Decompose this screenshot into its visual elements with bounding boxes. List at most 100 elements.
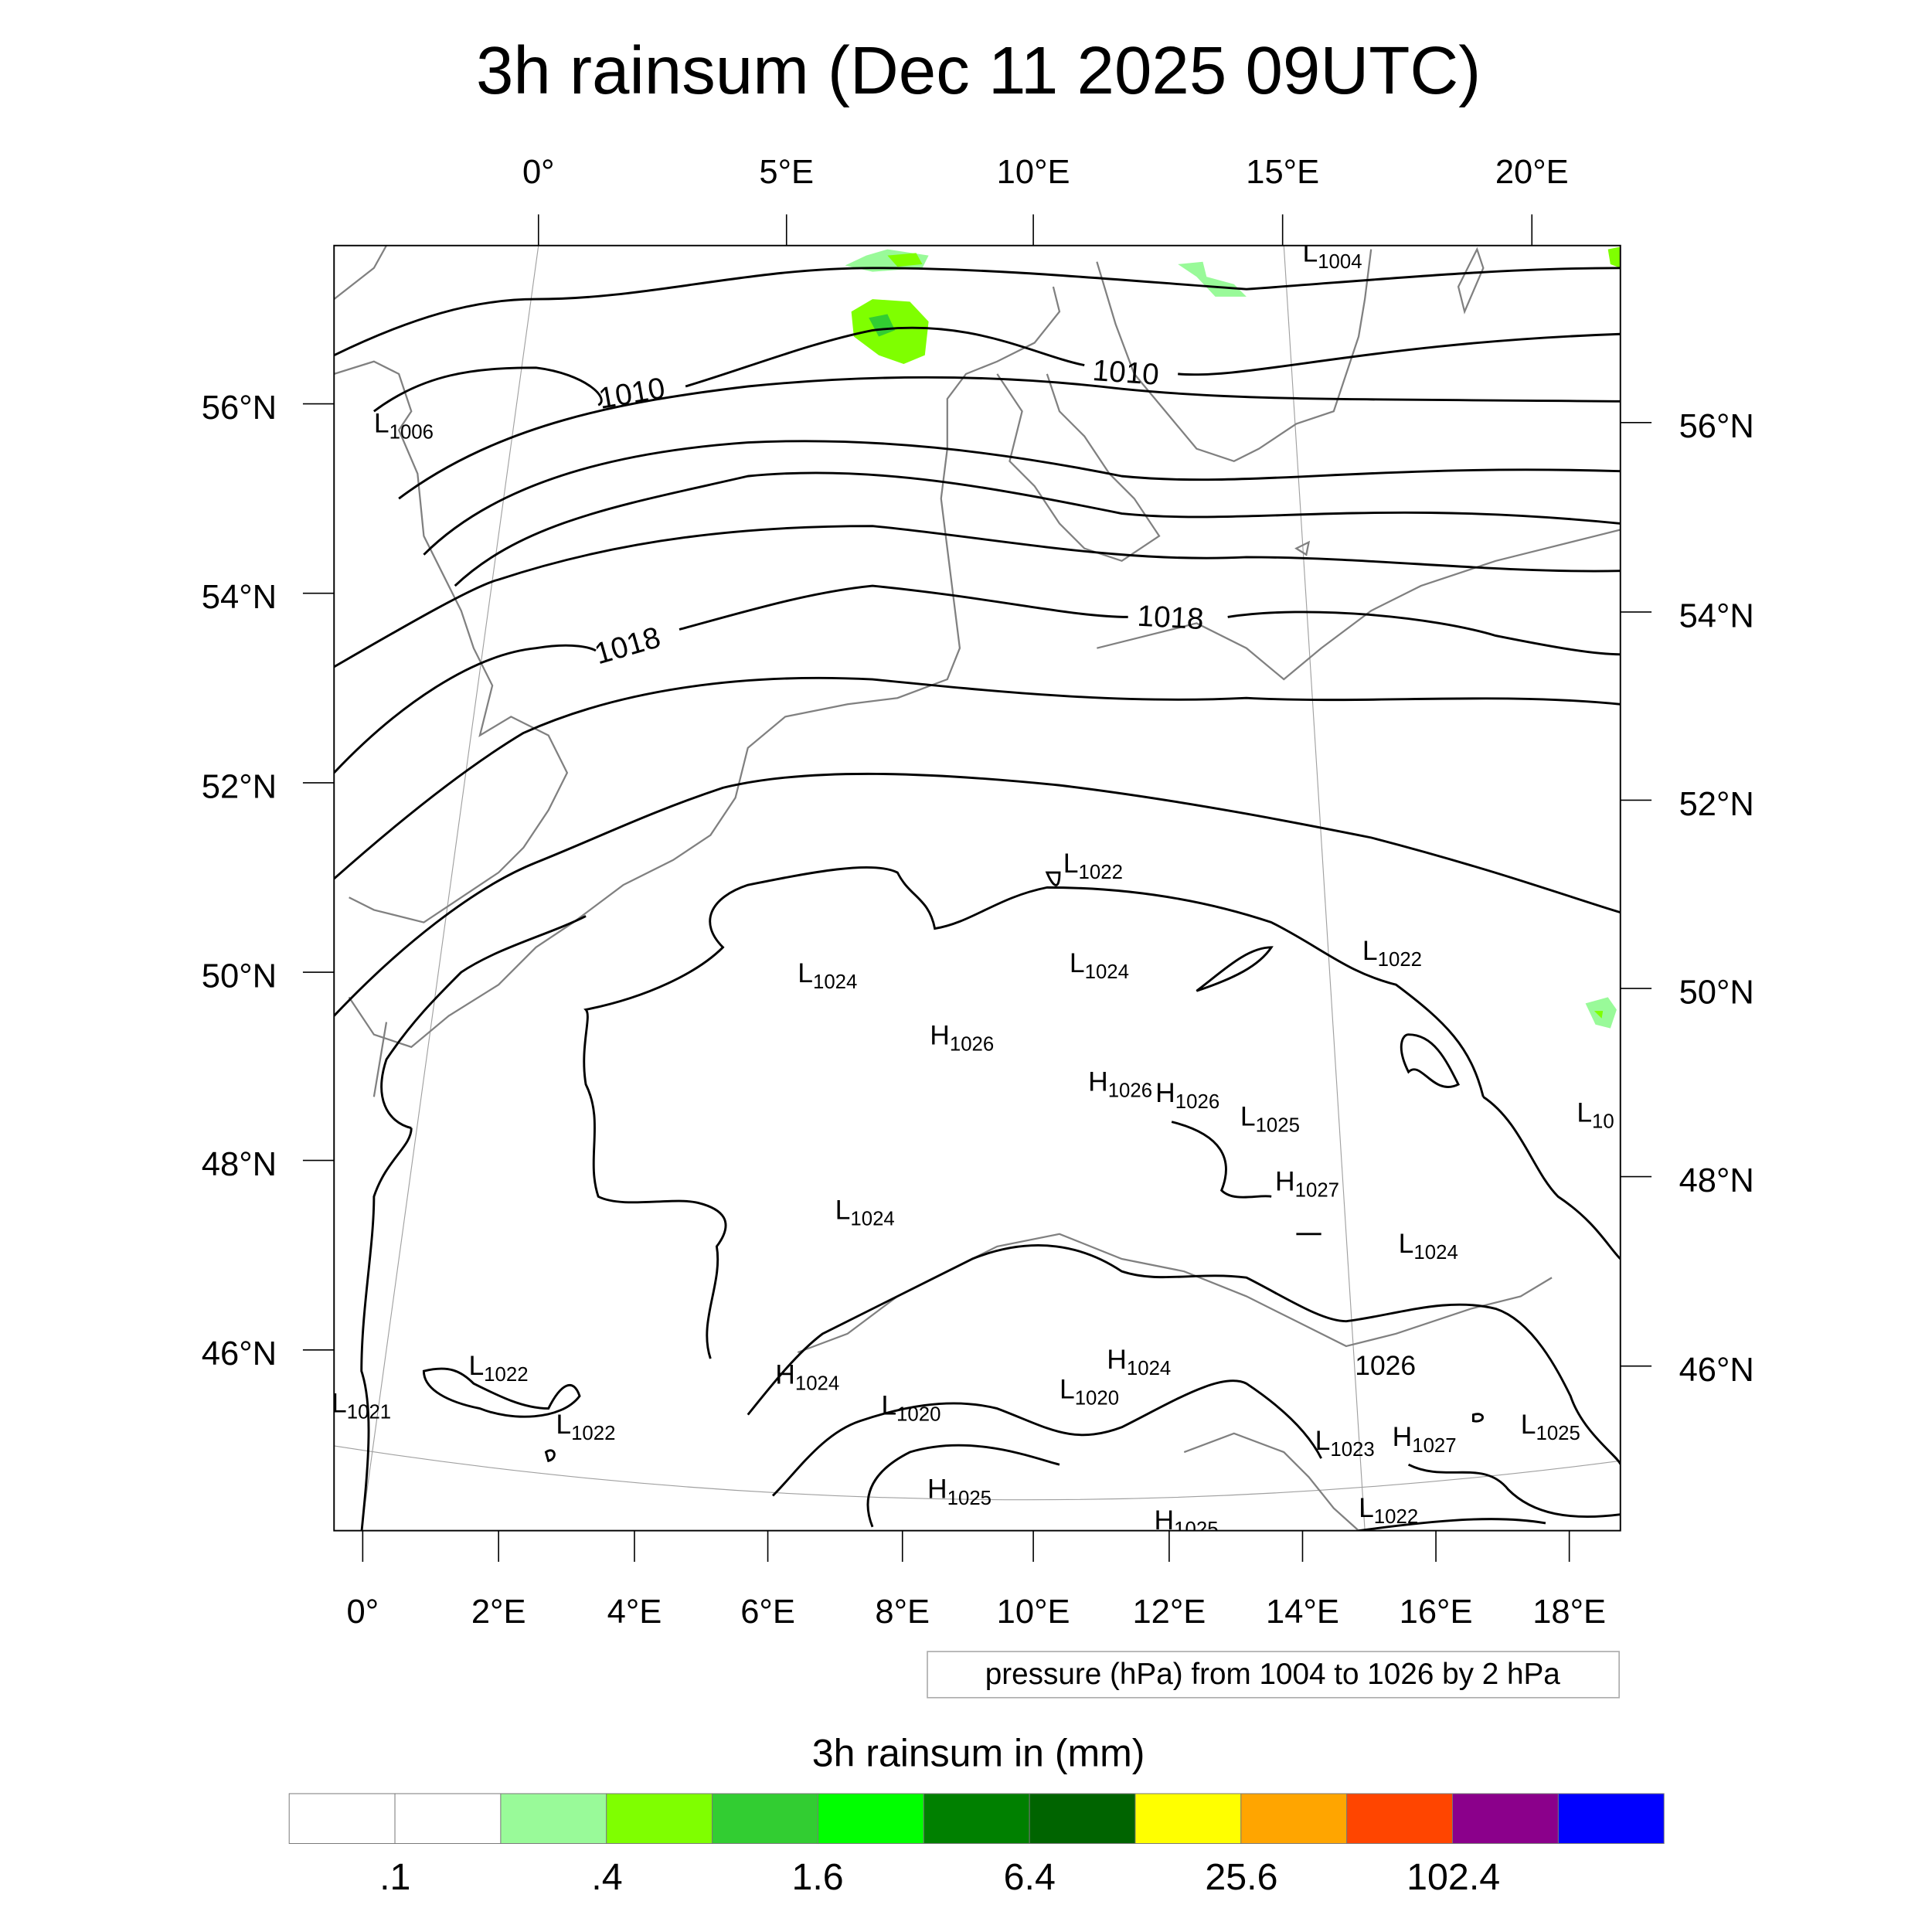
pressure-center: H1026	[1088, 1066, 1152, 1101]
lon-label: 16°E	[1400, 1594, 1473, 1631]
pressure-center: H1027	[1275, 1165, 1339, 1201]
lon-label: 18°E	[1532, 1594, 1606, 1631]
pressure-center: L1006	[374, 408, 434, 444]
pressure-center: L1021	[332, 1387, 391, 1423]
pressure-center: L1004	[1302, 237, 1362, 273]
lon-label: 14°E	[1266, 1594, 1339, 1631]
pressure-center: H1024	[775, 1359, 839, 1394]
rain-patch	[887, 253, 923, 267]
colorbar-box	[1134, 1793, 1242, 1844]
colorbar-label: .1	[379, 1856, 410, 1898]
lon-label: 0°	[347, 1594, 379, 1631]
pressure-center: L1022	[556, 1409, 615, 1444]
lat-label: 46°N	[1679, 1352, 1754, 1389]
top-longitude-labels: 0° 5°E 10°E 15°E 20°E	[522, 154, 1569, 191]
lat-label: 56°N	[1679, 408, 1754, 445]
bottom-longitude-labels: 0° 2°E 4°E 6°E 8°E 10°E 12°E 14°E 16°E 1…	[347, 1594, 1607, 1631]
contour-info-box	[927, 1651, 1620, 1699]
colorbar-label: 1.6	[791, 1856, 843, 1898]
lon-label: 4°E	[607, 1594, 662, 1631]
pressure-center: L1024	[1070, 947, 1129, 983]
pressure-center: L1023	[1315, 1425, 1375, 1461]
rain-patch	[1607, 247, 1621, 268]
lat-label: 54°N	[1679, 597, 1754, 634]
colorbar	[288, 1793, 1665, 1844]
colorbar-box	[1346, 1793, 1454, 1844]
map-frame	[333, 244, 1621, 1532]
colorbar-box	[606, 1793, 713, 1844]
pressure-center: L1024	[1399, 1228, 1458, 1264]
pressure-center: L1025	[1521, 1409, 1580, 1444]
meridian-15e	[1283, 245, 1366, 1531]
lat-label: 56°N	[202, 389, 277, 427]
left-latitude-labels: 56°N 54°N 52°N 50°N 48°N 46°N	[202, 389, 277, 1372]
colorbar-box	[1240, 1793, 1348, 1844]
pressure-center: L1020	[1060, 1374, 1119, 1410]
lat-label: 48°N	[202, 1146, 277, 1183]
isobar-label: 1018	[1136, 600, 1204, 636]
pressure-center: H1025	[927, 1474, 992, 1509]
right-latitude-labels: 56°N 54°N 52°N 50°N 48°N 46°N	[1679, 408, 1754, 1389]
lat-label: 54°N	[202, 579, 277, 616]
pressure-center: L1022	[1362, 935, 1422, 971]
colorbar-labels: .1 .4 1.6 6.4 25.6 102.4	[379, 1856, 1500, 1898]
lon-label: 12°E	[1132, 1594, 1206, 1631]
pressure-center: H1026	[1155, 1077, 1219, 1113]
pressure-center: L10	[1577, 1097, 1614, 1133]
lon-label: 6°E	[740, 1594, 795, 1631]
lon-label: 5°E	[759, 154, 814, 191]
colorbar-box	[817, 1793, 924, 1844]
rain-patch	[869, 314, 896, 337]
coastlines	[334, 245, 1621, 1531]
lon-label: 10°E	[997, 1594, 1070, 1631]
lat-label: 52°N	[202, 768, 277, 805]
lon-label: 0°	[522, 154, 555, 191]
lat-label: 46°N	[202, 1335, 277, 1372]
pressure-center: L1020	[881, 1390, 940, 1426]
lon-label: 20°E	[1495, 154, 1569, 191]
colorbar-box	[712, 1793, 818, 1844]
pressure-center: L1022	[468, 1350, 528, 1386]
pressure-center: L1022	[1359, 1492, 1418, 1528]
rain-patch	[1594, 1011, 1604, 1019]
colorbar-box	[1452, 1793, 1559, 1844]
lon-label: 10°E	[997, 154, 1070, 191]
pressure-center: L1022	[1063, 848, 1123, 883]
colorbar-label: 25.6	[1205, 1856, 1277, 1898]
pressure-center: H1027	[1393, 1421, 1457, 1457]
colorbar-box	[1029, 1793, 1136, 1844]
colorbar-label: 6.4	[1004, 1856, 1056, 1898]
lon-label: 2°E	[471, 1594, 526, 1631]
lat-label: 48°N	[1679, 1162, 1754, 1199]
axis-ticks	[302, 214, 1652, 1562]
contour-info-text: pressure (hPa) from 1004 to 1026 by 2 hP…	[985, 1658, 1561, 1691]
pressure-center: H1026	[930, 1020, 994, 1056]
colorbar-box	[394, 1793, 502, 1844]
isobar-label: 1010	[1091, 354, 1160, 392]
lat-label: 50°N	[202, 957, 277, 995]
isobar-label: 1010	[597, 372, 668, 416]
colorbar-box	[288, 1793, 396, 1844]
lon-label: 8°E	[875, 1594, 930, 1631]
meridian-0	[361, 245, 539, 1531]
pressure-center: H1025	[1155, 1505, 1219, 1540]
lon-label: 15°E	[1246, 154, 1319, 191]
isobar-label: 1018	[591, 621, 665, 671]
pressure-center: L1025	[1240, 1100, 1300, 1136]
isobars	[334, 267, 1621, 1531]
figure-title: 3h rainsum (Dec 11 2025 09UTC)	[476, 33, 1481, 108]
pressure-centers: L1004 L1006 L1022 L1024 L1024 L1022 H102…	[332, 237, 1614, 1540]
pressure-center: L1024	[835, 1194, 895, 1230]
colorbar-box	[923, 1793, 1030, 1844]
pressure-center: 1026	[1355, 1350, 1416, 1381]
colorbar-label: .4	[591, 1856, 622, 1898]
pressure-center: H1024	[1107, 1344, 1171, 1379]
colorbar-box	[1557, 1793, 1665, 1844]
pressure-center: L1024	[798, 957, 857, 993]
colorbar-box	[500, 1793, 607, 1844]
rain-areas	[845, 247, 1621, 1029]
map-panel: 1010 1010 1018 1018 L1004 L1006 L1022 L1…	[332, 237, 1621, 1540]
parallel-45n	[334, 1445, 1621, 1501]
colorbar-title: 3h rainsum in (mm)	[812, 1731, 1145, 1774]
lat-label: 50°N	[1679, 974, 1754, 1011]
